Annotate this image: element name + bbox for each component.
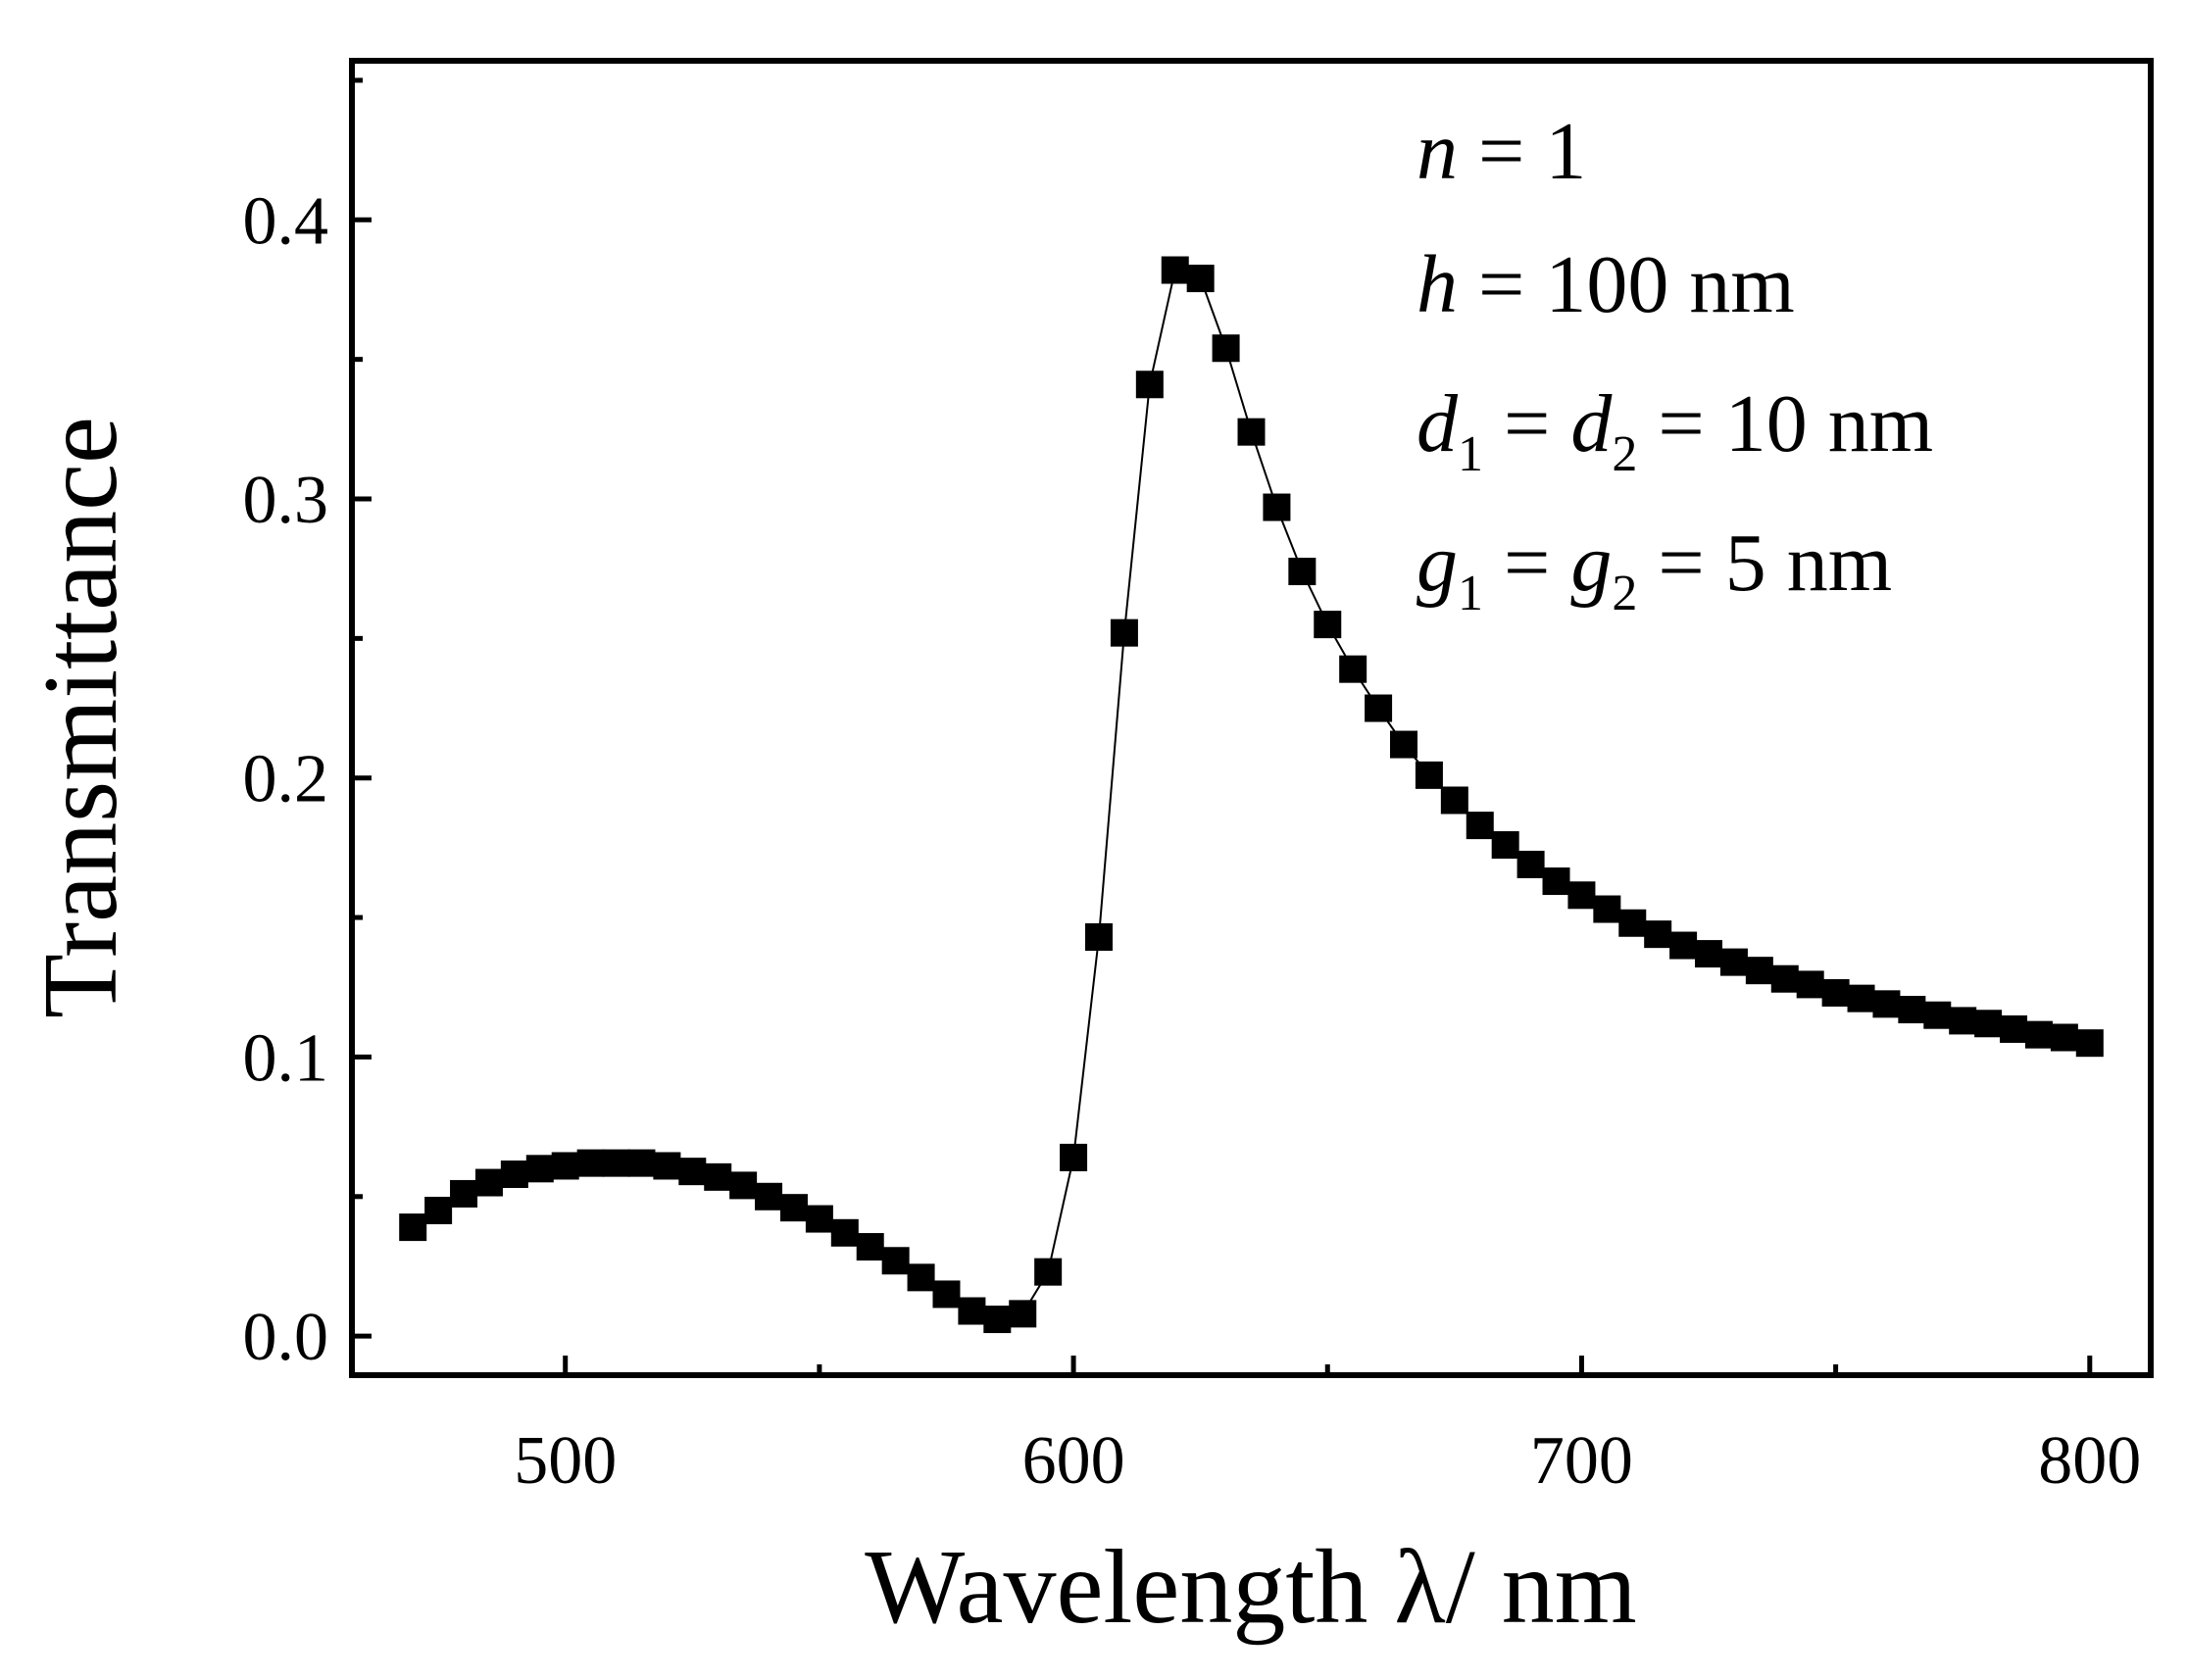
y-tick-label: 0.0 <box>243 1300 329 1375</box>
data-point <box>1339 655 1367 683</box>
data-point <box>1466 812 1494 840</box>
data-point <box>678 1158 707 1186</box>
data-point <box>1263 493 1291 521</box>
data-point <box>1719 948 1748 976</box>
data-point <box>1567 881 1596 910</box>
data-point <box>983 1306 1012 1334</box>
data-point <box>1847 984 1875 1013</box>
annotation-line: h = 100 nm <box>1417 239 1795 330</box>
data-point <box>1669 931 1698 960</box>
y-axis-tick-labels: 0.0 0.1 0.2 0.3 0.4 <box>243 183 329 1375</box>
annotation-line: d1 = d2 = 10 nm <box>1417 378 1933 482</box>
data-point <box>1314 611 1342 639</box>
data-point <box>1923 1001 1952 1029</box>
data-point <box>1212 334 1240 363</box>
data-point <box>525 1155 554 1183</box>
data-point <box>1745 957 1773 985</box>
data-point <box>1949 1007 1977 1035</box>
data-point <box>1110 618 1138 647</box>
data-point <box>474 1168 503 1197</box>
x-tick-label: 600 <box>1022 1423 1125 1499</box>
data-point <box>1516 850 1545 878</box>
data-point <box>551 1152 579 1180</box>
y-tick-label: 0.2 <box>243 742 329 817</box>
data-point <box>779 1194 808 1222</box>
data-point <box>1009 1300 1037 1328</box>
data-point <box>424 1197 453 1225</box>
data-point <box>1695 940 1723 968</box>
x-axis-title: Wavelength λ/ nm <box>865 1529 1636 1646</box>
data-point <box>1288 558 1317 586</box>
data-point <box>907 1263 935 1292</box>
data-point <box>1770 964 1799 993</box>
data-point <box>2024 1020 2053 1049</box>
data-point <box>450 1179 478 1208</box>
data-point <box>399 1213 427 1242</box>
x-axis-ticks <box>563 1356 2093 1375</box>
data-point <box>1186 265 1215 293</box>
data-point <box>576 1149 605 1177</box>
y-axis-title: Transmittance <box>23 417 139 1018</box>
x-tick-label: 700 <box>1530 1423 1633 1499</box>
data-point <box>1390 730 1418 759</box>
data-point <box>856 1233 884 1261</box>
data-point <box>1161 256 1189 284</box>
y-tick-label: 0.3 <box>243 463 329 538</box>
annotation-line: n = 1 <box>1417 106 1586 197</box>
data-point <box>627 1149 656 1177</box>
data-point <box>1237 418 1266 446</box>
data-point <box>755 1182 783 1211</box>
data-point <box>653 1152 681 1180</box>
annotation-line: g1 = g2 = 5 nm <box>1417 518 1892 621</box>
data-point <box>1644 920 1672 949</box>
y-tick-label: 0.1 <box>243 1020 329 1096</box>
data-point <box>602 1149 630 1177</box>
data-point <box>1593 895 1621 923</box>
data-point <box>805 1205 833 1233</box>
data-point <box>500 1161 528 1189</box>
data-point <box>1796 970 1824 999</box>
x-axis-tick-labels: 500 600 700 800 <box>514 1423 2141 1499</box>
data-point <box>932 1280 961 1309</box>
data-point <box>1034 1258 1063 1286</box>
x-tick-label: 800 <box>2038 1423 2141 1499</box>
data-points <box>399 256 2104 1334</box>
data-point <box>2000 1014 2028 1043</box>
data-point <box>1415 761 1443 789</box>
data-point <box>1542 867 1570 896</box>
data-point <box>1060 1143 1088 1171</box>
data-point <box>830 1218 859 1247</box>
y-axis-ticks <box>352 77 372 1339</box>
plot-frame <box>349 58 2154 1378</box>
parameter-annotations: n = 1 h = 100 nm d1 = d2 = 10 nm g1 = g2 = … <box>1417 106 1933 621</box>
data-point <box>1898 996 1926 1024</box>
data-point <box>1135 371 1164 399</box>
y-tick-label: 0.4 <box>243 183 329 259</box>
data-point <box>2050 1023 2078 1052</box>
data-point <box>2075 1029 2104 1058</box>
data-point <box>1872 990 1901 1018</box>
data-point <box>1618 909 1647 937</box>
data-point <box>1491 831 1519 860</box>
x-tick-label: 500 <box>514 1423 617 1499</box>
data-point <box>881 1247 910 1275</box>
data-point <box>1974 1010 2003 1038</box>
data-point <box>729 1171 758 1200</box>
data-point <box>1365 694 1393 722</box>
data-point <box>1440 786 1468 815</box>
data-point <box>1821 978 1850 1007</box>
data-point <box>1084 923 1113 951</box>
data-point <box>704 1162 732 1191</box>
data-point <box>958 1297 986 1325</box>
